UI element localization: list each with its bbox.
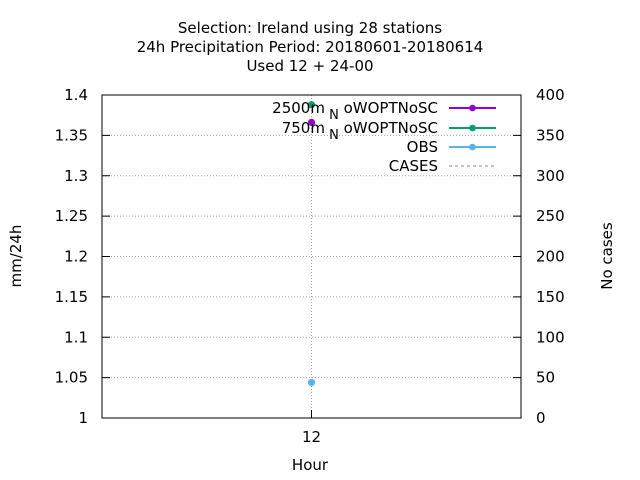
legend-marker [469, 124, 476, 132]
x-axis-ticks: 12 [302, 410, 321, 446]
y-tick-label: 1.2 [64, 248, 88, 266]
y-axis-label: mm/24h [7, 225, 25, 288]
y2-tick-label: 100 [536, 328, 565, 346]
legend-entry-cases: CASES [389, 157, 496, 175]
data-point-750m-n-owoptnosc [307, 101, 316, 109]
x-tick-label: 12 [302, 428, 321, 446]
y2-axis-label: No cases [598, 222, 616, 290]
y-tick-label: 1.3 [64, 167, 88, 185]
y-tick-label: 1.4 [64, 86, 88, 104]
y-tick-label: 1.15 [55, 288, 88, 306]
legend-label: 750m N oWOPTNoSC [282, 119, 438, 143]
legend-label: CASES [389, 157, 438, 175]
chart-title: Selection: Ireland using 28 stations 24h… [137, 19, 484, 75]
y-tick-label: 1.05 [55, 369, 88, 387]
y2-tick-label: 250 [536, 207, 565, 225]
y2-axis-ticks: 0 50 100 150 200 250 300 350 400 [513, 86, 565, 427]
title-line-1: Selection: Ireland using 28 stations [178, 19, 442, 37]
y-tick-label: 1.35 [55, 126, 88, 144]
data-points [307, 101, 316, 387]
x-axis-label: Hour [292, 456, 329, 474]
y-axis-ticks: 1 1.05 1.1 1.15 1.2 1.25 1.3 1.35 1.4 [55, 86, 110, 427]
legend-entry-2500m-n-owoptnosc: 2500m N oWOPTNoSC [272, 99, 496, 123]
y2-tick-label: 50 [536, 369, 555, 387]
data-point-2500m-n-owoptnosc [307, 118, 316, 127]
title-line-2: 24h Precipitation Period: 20180601-20180… [137, 38, 484, 56]
legend-marker [469, 104, 476, 112]
y2-tick-label: 0 [536, 409, 546, 427]
title-line-3: Used 12 + 24-00 [246, 57, 373, 75]
y2-tick-label: 350 [536, 126, 565, 144]
y2-tick-label: 400 [536, 86, 565, 104]
legend-label: OBS [407, 138, 438, 156]
grid-lines [102, 95, 521, 418]
y2-tick-label: 200 [536, 248, 565, 266]
legend-entry-750m-n-owoptnosc: 750m N oWOPTNoSC [282, 119, 496, 143]
y-tick-label: 1.1 [64, 328, 88, 346]
y2-tick-label: 300 [536, 167, 565, 185]
legend-label: 2500m N oWOPTNoSC [272, 99, 438, 123]
y2-tick-label: 150 [536, 288, 565, 306]
y-tick-label: 1.25 [55, 207, 88, 225]
y-tick-label: 1 [78, 409, 88, 427]
legend-marker [469, 143, 476, 151]
data-point-obs [307, 378, 316, 387]
legend-entry-obs: OBS [407, 138, 496, 156]
